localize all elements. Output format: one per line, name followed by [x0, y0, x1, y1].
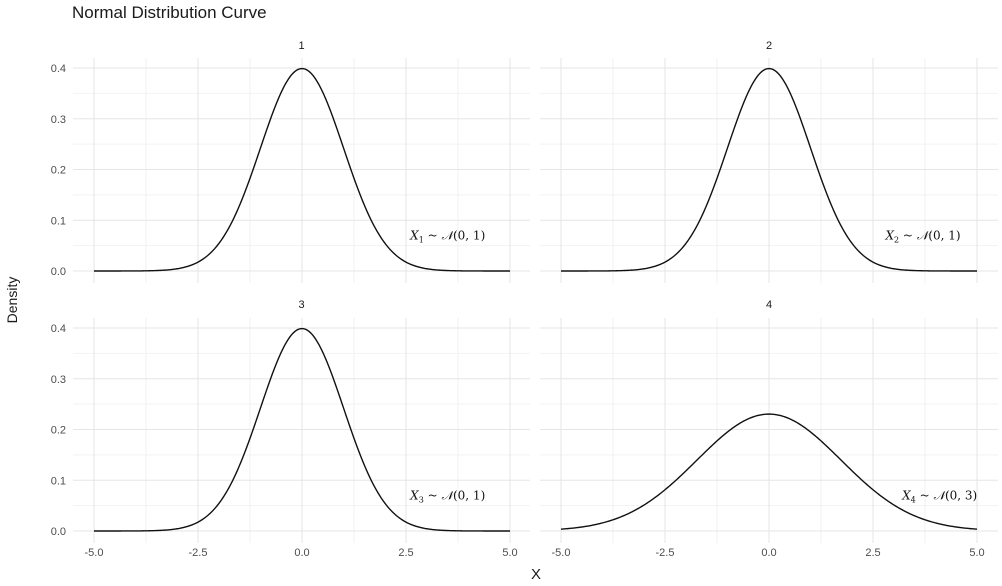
density-line-2 — [561, 67, 977, 272]
distribution-annotation: X1 ~ 𝒩(0, 1) — [409, 228, 485, 244]
y-tick-label: 0.1 — [51, 215, 66, 227]
distribution-annotation: X2 ~ 𝒩(0, 1) — [884, 228, 960, 244]
x-tick-label: 0.0 — [294, 547, 309, 559]
facet-strip-label: 4 — [766, 299, 772, 311]
x-axis-label: X — [530, 566, 542, 583]
x-tick-label: -2.5 — [189, 547, 208, 559]
y-tick-label: 0.0 — [51, 266, 66, 278]
y-tick-label: 0.2 — [51, 165, 66, 177]
y-tick-label: 0.2 — [51, 425, 66, 437]
facet-strip-label: 1 — [298, 40, 304, 52]
x-tick-label: -5.0 — [85, 547, 104, 559]
x-tick-label: 5.0 — [969, 547, 984, 559]
y-tick-label: 0.0 — [51, 526, 66, 538]
x-tick-label: 0.0 — [761, 547, 776, 559]
chart-title: Normal Distribution Curve — [72, 3, 267, 22]
panel-2: 2 X2 ~ 𝒩(0, 1) — [540, 40, 998, 283]
y-tick-label: 0.1 — [51, 475, 66, 487]
panel-1: 1 0.0 0.1 0.2 0.3 0.4 X1 ~ 𝒩(0, 1) — [51, 40, 530, 283]
x-tick-label: 2.5 — [398, 547, 413, 559]
facet-strip-label: 3 — [298, 299, 304, 311]
x-tick-label: 5.0 — [502, 547, 517, 559]
y-tick-label: 0.4 — [51, 323, 66, 335]
y-tick-label: 0.4 — [51, 63, 66, 75]
x-tick-label: -5.0 — [552, 547, 571, 559]
y-tick-label: 0.3 — [51, 114, 66, 126]
distribution-annotation: X4 ~ 𝒩(0, 3) — [901, 488, 977, 504]
distribution-annotation: X3 ~ 𝒩(0, 1) — [409, 488, 485, 504]
x-tick-label: -2.5 — [656, 547, 675, 559]
density-line-3 — [94, 327, 510, 532]
panel-4: 4 -5.0 -2.5 0.0 2.5 5.0 X4 ~ 𝒩(0, 3) — [540, 299, 998, 559]
facet-strip-label: 2 — [766, 40, 772, 52]
panel-3: 3 0.0 0.1 0.2 0.3 0.4 -5.0 -2.5 0.0 2.5 5.0 X3 ~ 𝒩(… — [51, 299, 530, 559]
x-tick-label: 2.5 — [865, 547, 880, 559]
y-tick-label: 0.3 — [51, 374, 66, 386]
density-line-1 — [94, 67, 510, 272]
density-line-4 — [560, 413, 978, 530]
